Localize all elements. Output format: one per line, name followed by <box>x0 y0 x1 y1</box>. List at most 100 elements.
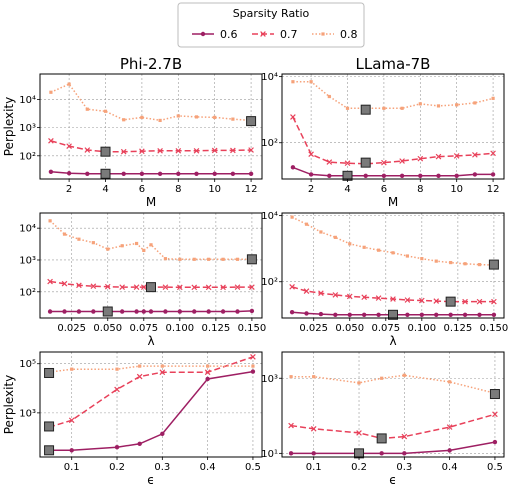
data-point-0.8 <box>120 244 124 248</box>
selected-marker <box>100 146 111 157</box>
series-line-0.8 <box>291 374 496 394</box>
data-point-0.7 <box>492 411 498 418</box>
data-point-0.6 <box>448 312 453 317</box>
y-tick-label: 10³ <box>19 255 36 266</box>
x-tick-label: 12 <box>245 184 258 195</box>
data-point-0.6 <box>194 171 199 176</box>
data-point-0.8 <box>400 106 404 110</box>
x-tick-label: 0.4 <box>200 462 216 473</box>
data-point-0.8 <box>382 106 386 110</box>
data-point-0.7 <box>162 284 169 290</box>
data-point-0.8 <box>160 364 164 368</box>
data-point-0.6 <box>139 171 145 176</box>
column-title-llama: LLama-7B <box>356 55 431 73</box>
data-point-0.6 <box>402 451 407 456</box>
x-tick-label: 2 <box>308 184 314 195</box>
data-point-0.8 <box>85 107 89 111</box>
data-point-0.6 <box>148 309 154 314</box>
x-axis-label: ϵ <box>389 473 396 485</box>
selected-marker <box>44 421 55 432</box>
data-point-0.6 <box>491 312 497 317</box>
data-point-0.6 <box>141 309 146 314</box>
data-point-0.8 <box>149 243 153 247</box>
x-axis-label: M <box>388 195 398 209</box>
data-point-0.6 <box>206 309 211 314</box>
data-point-0.8 <box>138 364 142 368</box>
data-point-0.8 <box>231 117 235 121</box>
x-tick-label: 6 <box>381 184 387 195</box>
x-axis-label: M <box>146 195 156 209</box>
y-tick-label: 10² <box>261 277 278 288</box>
data-point-0.7 <box>84 147 91 153</box>
x-tick-label: 0.5 <box>487 462 503 473</box>
data-point-0.8 <box>163 257 168 261</box>
data-point-0.7 <box>204 369 211 376</box>
x-tick-label: 6 <box>139 184 145 195</box>
plot-frame <box>281 351 505 458</box>
data-point-0.6 <box>248 171 254 176</box>
plot-frame <box>39 351 263 458</box>
data-point-0.8 <box>309 80 313 84</box>
series-line-0.6 <box>292 166 494 177</box>
legend-label-0.6: 0.6 <box>220 28 238 41</box>
x-tick-label: 4 <box>102 184 108 195</box>
data-point-0.6 <box>288 451 294 456</box>
data-point-0.8 <box>463 262 467 266</box>
x-tick-label: 0.150 <box>238 323 267 334</box>
data-point-0.7 <box>490 150 496 157</box>
data-point-0.6 <box>192 309 197 314</box>
chart-panel-5: 0.1 0.2 0.3 0.4 0.5 10³ 10⁵ ϵ Perplexity <box>2 351 263 485</box>
selected-marker <box>360 104 371 115</box>
data-point-0.7 <box>47 278 53 285</box>
data-point-0.6 <box>69 448 74 453</box>
data-point-0.6 <box>220 309 226 314</box>
data-point-0.6 <box>76 309 82 314</box>
x-tick-label: 2 <box>66 184 72 195</box>
selected-marker <box>388 309 398 320</box>
data-point-0.8 <box>380 376 384 380</box>
series-line-0.7 <box>292 116 494 165</box>
x-tick-label: 0.050 <box>93 323 122 334</box>
data-point-0.7 <box>453 153 460 159</box>
selected-marker <box>146 282 156 293</box>
x-tick-label: 0.3 <box>154 462 170 473</box>
data-point-0.7 <box>310 426 317 432</box>
series-line-0.6 <box>291 441 496 455</box>
data-point-0.6 <box>447 448 452 453</box>
plot-frame <box>39 212 263 319</box>
data-point-0.7 <box>462 298 468 305</box>
data-point-0.7 <box>417 155 424 162</box>
data-point-0.6 <box>48 169 54 175</box>
data-point-0.7 <box>157 148 163 154</box>
data-point-0.8 <box>115 367 119 371</box>
data-point-0.8 <box>106 247 110 251</box>
legend-box <box>177 2 365 48</box>
data-point-0.7 <box>356 430 362 436</box>
data-point-0.8 <box>176 114 180 118</box>
x-tick-label: 0.1 <box>306 462 322 473</box>
data-point-0.6 <box>134 309 139 314</box>
data-point-0.7 <box>390 296 396 302</box>
data-point-0.8 <box>213 115 217 120</box>
data-point-0.7 <box>326 159 333 165</box>
selected-marker <box>246 254 257 265</box>
series-line-0.7 <box>49 280 252 289</box>
data-point-0.7 <box>375 295 382 301</box>
data-point-0.8 <box>290 215 294 219</box>
data-point-0.7 <box>76 282 82 289</box>
data-point-0.8 <box>418 102 422 106</box>
series-line-0.8 <box>49 220 252 261</box>
data-point-0.6 <box>177 309 183 314</box>
data-point-0.6 <box>327 173 332 178</box>
data-point-0.6 <box>399 173 405 178</box>
x-tick-label: 0.025 <box>57 323 86 334</box>
data-point-0.7 <box>401 433 408 440</box>
data-point-0.7 <box>61 280 68 287</box>
y-tick-label: 10² <box>261 138 278 149</box>
data-point-0.8 <box>291 80 295 84</box>
data-point-0.6 <box>405 312 410 317</box>
data-point-0.7 <box>318 290 324 297</box>
series-line-0.8 <box>292 80 494 110</box>
data-point-0.6 <box>333 312 338 317</box>
